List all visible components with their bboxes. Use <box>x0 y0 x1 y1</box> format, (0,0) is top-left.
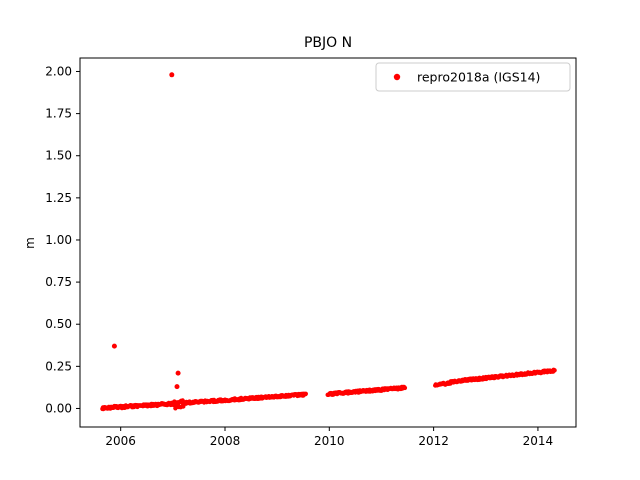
scatter-points-layer <box>100 72 557 412</box>
outlier-point <box>174 384 180 390</box>
data-point <box>552 368 557 373</box>
ticks-layer: 2006 2008 2010 2012 2014 0.00 0.25 0.50 0.75 1.00… <box>45 64 553 448</box>
legend-box <box>375 62 571 92</box>
y-tick-label: 1.00 <box>45 233 72 247</box>
chart-title: PBJO N <box>304 35 352 51</box>
outlier-point <box>169 72 175 78</box>
y-axis-label: m <box>23 237 37 249</box>
y-tick-label: 1.75 <box>45 107 72 121</box>
y-tick-label: 1.50 <box>45 149 72 163</box>
x-tick-label: 2008 <box>210 434 241 448</box>
outlier-point <box>175 370 181 376</box>
axes-frame <box>79 57 577 428</box>
y-tick-label: 1.25 <box>45 191 72 205</box>
data-point <box>402 385 408 391</box>
y-tick-label: 0.75 <box>45 275 72 289</box>
y-tick-label: 0.50 <box>45 317 72 331</box>
x-tick-label: 2006 <box>105 434 136 448</box>
x-tick-label: 2010 <box>314 434 345 448</box>
outlier-point <box>111 343 117 349</box>
y-tick-label: 2.00 <box>45 64 72 78</box>
legend-marker-icon <box>393 73 401 81</box>
legend: repro2018a (IGS14) <box>375 62 571 92</box>
legend-entry-label: repro2018a (IGS14) <box>417 70 540 85</box>
x-tick-label: 2012 <box>418 434 449 448</box>
y-tick-label: 0.25 <box>45 359 72 373</box>
x-tick-label: 2014 <box>523 434 554 448</box>
y-tick-label: 0.00 <box>45 401 72 415</box>
data-point <box>303 391 308 396</box>
